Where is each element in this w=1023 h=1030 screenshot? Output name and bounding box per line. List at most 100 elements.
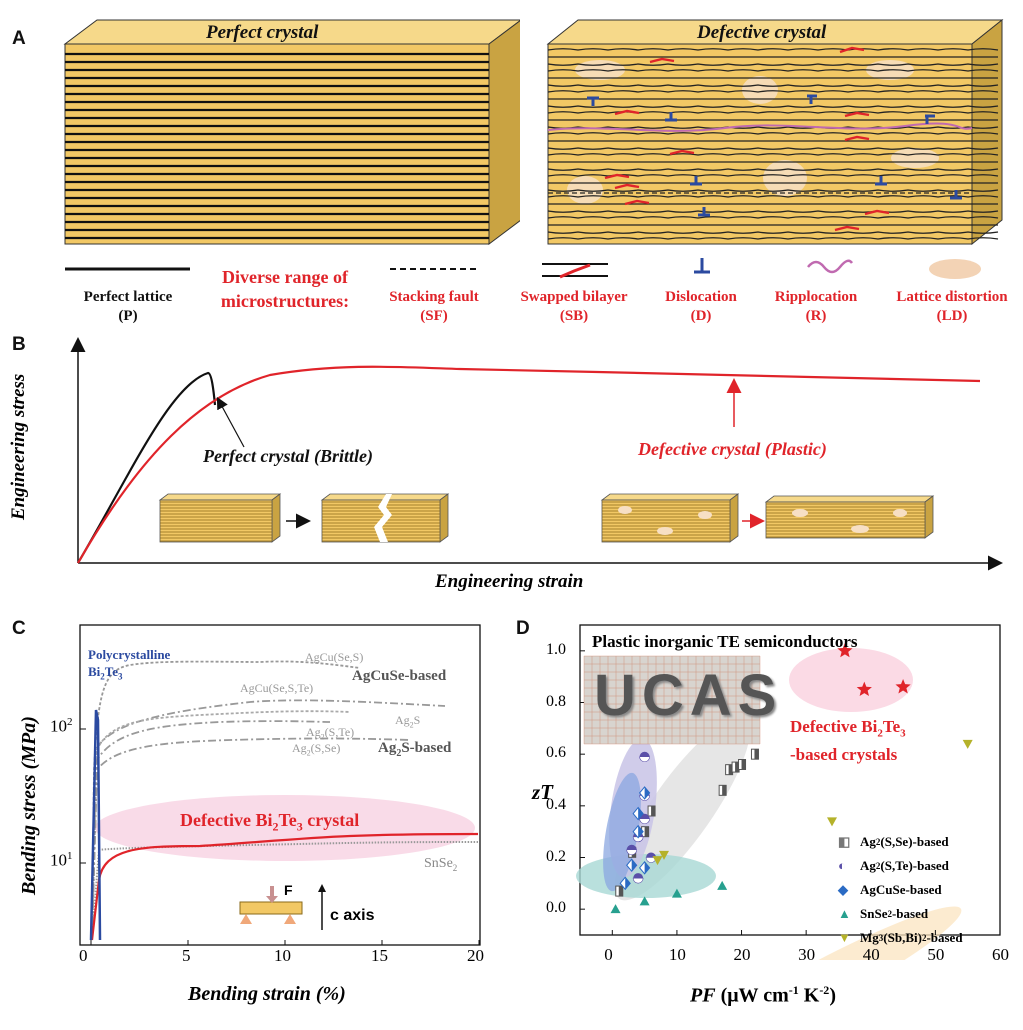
triangle-up-marker-icon: ▲ [838,906,851,921]
perfect-crystal-brittle-label: Perfect crystal (Brittle) [203,446,373,466]
defective-bi2te3-based-label: Defective Bi2Te3 -based crystals [790,717,906,765]
legend-perfect-lattice: Perfect lattice (P) [83,289,173,324]
d-xtick-label: 0 [604,945,613,964]
bi2te3-star-point [837,642,853,658]
mg3-point [652,856,663,866]
deformed-block-small [764,495,935,539]
c-x-ticks [80,728,480,945]
dislocation-icon [694,258,710,274]
distorted-lattice-line [547,90,999,93]
distorted-lattice-line [547,174,999,177]
distorted-lattice-line [547,84,999,87]
half-circle-marker-icon: ◐ [838,858,846,873]
defective-crystal-plastic-label: Defective crystal (Plastic) [638,439,827,459]
perfect-crystal-block [63,19,520,245]
legend-stacking-fault: Stacking fault (SF) [389,289,479,324]
fractured-block-small [320,493,450,543]
bi2te3-star-point [895,679,911,694]
b-y-axis-label: Engineering stress [8,373,29,520]
swapped-bilayer-icon [542,263,608,279]
agcuse-based-label: AgCuSe-based [352,668,447,684]
agcuse-point-fill [638,807,644,820]
distorted-lattice-line [547,48,999,51]
agcu-se-s-te-label: AgCu(Se,S,Te) [240,681,314,695]
d-x-axis-label: PF (μW cm-1 K-2) [690,983,836,1007]
defective-crystal-curve [77,365,981,564]
distorted-lattice-line [547,210,999,213]
distorted-lattice-line [547,237,999,240]
d-ytick-label: 0.2 [546,847,566,865]
snse2-point [671,888,682,898]
panel-d-title: Plastic inorganic TE semiconductors [592,632,858,651]
distorted-lattice-line [547,216,999,219]
legend-lattice-distortion: Lattice distortion (LD) [896,289,1008,324]
snse2-point [610,904,621,914]
agcuse-point-fill [625,877,631,890]
mg3-point [659,850,669,860]
ag2-s-se-point-fill [741,759,746,770]
panel-letter-a: A [12,28,26,49]
ag2-s-te-point-lower [639,818,650,824]
c-x-axis-label: Bending strain (%) [188,983,346,1005]
distorted-lattice-line [547,195,999,198]
d-xtick-label: 10 [668,945,686,964]
distorted-lattice-line [547,69,999,72]
ag2-s-te-point-lower [632,836,644,843]
ripplocation-icon [807,259,854,274]
defective-bi2te3-crystal-label: Defective Bi2Te3 crystal [180,810,360,834]
d-legend-item: ◐ Ag 2 (S,Te)-based [838,854,963,878]
d-xtick-label: 60 [992,945,1009,964]
d-xtick-label: 20 [733,945,751,964]
ag2-s-se-point-fill [735,762,740,773]
mg3-point [827,817,837,827]
diverse-microstructures-label: Diverse range of microstructures: [220,267,350,311]
agcuse-point-fill [644,786,650,799]
panel-c-plot [79,624,481,946]
d-legend: ◧ Ag 2 (S,Se)-based ◐ Ag 2 (S,Te)-based ◆ AgCuS… [838,830,963,950]
distorted-lattice-line [547,153,999,156]
distorted-lattice-line [547,189,999,192]
panel-d-plot [576,624,1001,960]
agcuse-point-fill [631,859,637,872]
c-xtick-0: 0 [79,946,88,965]
ag2s-label: Ag2S [395,713,421,730]
distorted-lattice-line [547,132,999,135]
agcu-se-s-label: AgCu(Se,S) [305,650,364,664]
ag2-s-se-point-fill [651,806,656,816]
ag2-s-se-point-fill [618,886,623,897]
d-legend-item: ▲ SnSe 2 -based [838,902,963,926]
distorted-lattice-line [547,231,999,234]
snse2-point [639,896,650,906]
d-ytick-label: 0.8 [546,692,566,710]
c-xtick-20: 20 [467,946,484,965]
mg3-point [962,739,973,749]
ag2-s-se-point-fill [754,749,759,760]
c-ytick-10: 101 [50,850,73,870]
b-x-axis-label: Engineering strain [435,571,584,592]
agcuse-point-fill [638,825,644,838]
d-xtick-label: 40 [862,945,880,964]
d-legend-item: ◧ Ag 2 (S,Se)-based [838,830,963,854]
snse2-point [717,880,728,890]
d-ytick-label: 0.0 [546,899,566,917]
bi2te3-star-point [856,681,872,697]
panel-b-plot [70,337,1003,571]
ag2s-based-label: Ag2S-based [378,740,452,759]
distorted-lattice-line [547,63,999,66]
perfect-crystal-curve [77,371,217,564]
distorted-lattice-line [547,147,999,150]
distorted-lattice-line [547,168,999,171]
bending-setup-icon [239,884,326,930]
legend-icons [65,258,981,279]
d-legend-item: ◆ AgCuSe-based [838,878,963,902]
ag2-s-te-point-lower [639,756,650,762]
panel-letter-c: C [12,618,26,639]
triangle-down-marker-icon: ▼ [838,930,851,945]
ag2-s-te-point [639,751,650,757]
lattice-distortion-icon [929,259,981,279]
agcuse-point-fill [644,861,650,874]
ag2-s-te-point-lower [626,849,637,855]
panel-letter-d: D [516,618,530,639]
d-y-axis-label: zT [532,780,553,804]
distorted-lattice-line [547,105,999,108]
